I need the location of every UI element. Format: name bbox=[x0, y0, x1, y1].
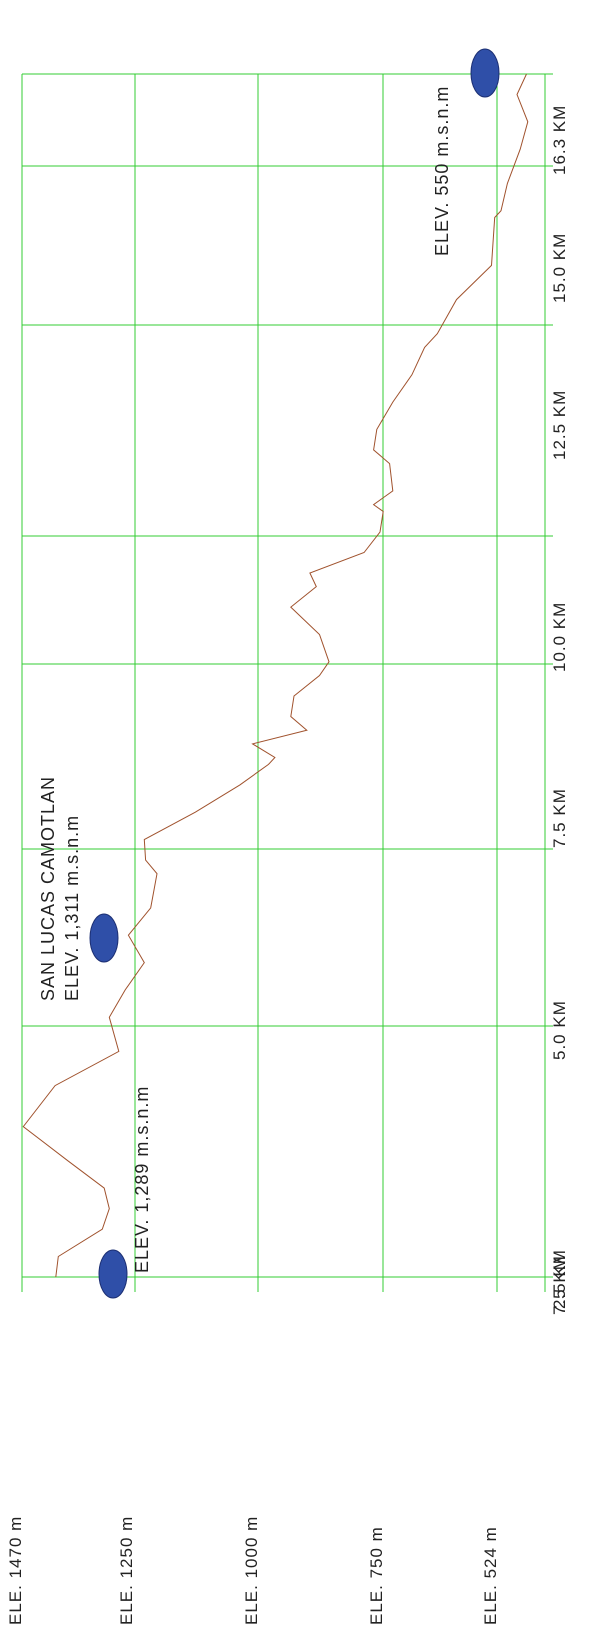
x-axis-tick-labels: 7.5 KM 5.0 KM 7.5 KM 10.0 KM 12.5 KM 15.0 KM 1… bbox=[550, 105, 569, 1315]
y-axis-tick-labels: ELE. 1470 m ELE. 1250 m ELE. 1000 m ELE. 75… bbox=[6, 1516, 500, 1625]
waypoint-label: ELEV. 550 m.s.n.m bbox=[432, 86, 452, 256]
elevation-tick-label: ELE. 524 m bbox=[481, 1526, 500, 1625]
distance-tick-label: 5.0 KM bbox=[550, 1000, 569, 1060]
elevation-tick-label: ELE. 1470 m bbox=[6, 1516, 25, 1625]
waypoint-label: ELEV. 1,311 m.s.n.m bbox=[62, 815, 82, 1001]
distance-tick-label: 7.5 KM bbox=[550, 788, 569, 848]
distance-tick-label: 10.0 KM bbox=[550, 602, 569, 672]
elevation-profile bbox=[22, 73, 529, 1278]
elevation-tick-label: ELE. 1000 m bbox=[242, 1516, 261, 1625]
waypoint-title: SAN LUCAS CAMOTLAN bbox=[38, 776, 58, 1001]
elevation-line bbox=[22, 73, 529, 1278]
distance-tick-label: 15.0 KM bbox=[550, 233, 569, 303]
waypoint-marker bbox=[98, 1249, 128, 1299]
elevation-tick-label: ELE. 750 m bbox=[367, 1526, 386, 1625]
grid bbox=[21, 73, 553, 1292]
distance-tick-label: 12.5 KM bbox=[550, 390, 569, 460]
elevation-tick-label: ELE. 1250 m bbox=[117, 1516, 136, 1625]
waypoint-markers bbox=[89, 48, 500, 1299]
distance-tick-label: 16.3 KM bbox=[550, 105, 569, 175]
waypoint-label: ELEV. 1,289 m.s.n.m bbox=[132, 1086, 152, 1273]
waypoint-marker bbox=[470, 48, 500, 98]
distance-tick-label: 7.5 KM bbox=[550, 1255, 569, 1315]
distance-tick-label: 2.5 KM bbox=[550, 1249, 569, 1309]
waypoint-marker bbox=[89, 913, 119, 963]
